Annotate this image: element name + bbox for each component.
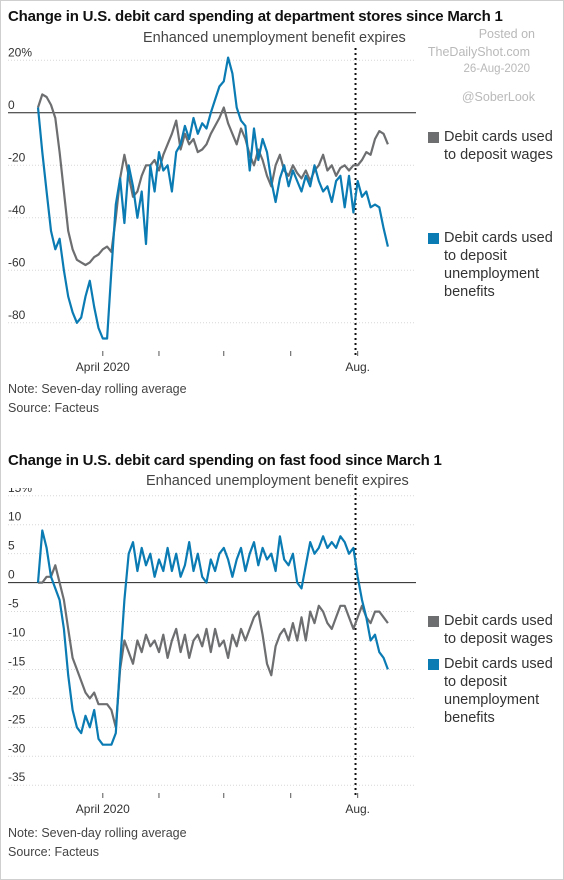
y-tick-label: -25 [8,712,26,726]
legend-label-wages: Debit cards used to deposit wages [444,129,553,163]
y-tick-label: -80 [8,308,26,322]
legend-swatch-unemployment [428,233,439,244]
y-tick-label: 0 [8,568,15,582]
y-tick-label: -10 [8,626,26,640]
legend-label-unemployment: Debit cards used to deposit unemployment… [444,656,553,726]
chart-plot: 20% 0 -20 -40 -60 -80 April 2020 Aug. [8,48,416,374]
y-tick-label: 10 [8,510,22,524]
y-tick-label: 5 [8,539,15,553]
chart-note: Note: Seven-day rolling average [8,382,187,396]
legend-swatch-wages [428,132,439,143]
panel-department-stores: Change in U.S. debit card spending at de… [0,8,564,428]
watermark-date: 26-Aug-2020 [463,63,531,75]
y-tick-label: 0 [8,98,15,112]
chart-plot: 15% 10 5 0 -5 -10 -15 -20 -25 -30 -35 April 2020 Aug… [8,488,416,816]
x-tick-label: April 2020 [76,802,130,816]
y-tick-label: -35 [8,770,26,784]
y-tick-label: -5 [8,597,19,611]
panel-fast-food: Change in U.S. debit card spending on fa… [0,452,564,872]
chart-source: Source: Facteus [8,401,100,415]
y-tick-label: 20% [8,48,32,59]
y-tick-label: -20 [8,150,26,164]
y-tick-label: -60 [8,255,26,269]
x-tick-label: Aug. [345,360,370,374]
chart-title: Change in U.S. debit card spending on fa… [8,452,442,469]
y-tick-label: -30 [8,741,26,755]
watermark-handle: @SoberLook [461,90,535,104]
chart-source: Source: Facteus [8,845,100,859]
legend-label-wages: Debit cards used to deposit wages [444,613,553,647]
watermark-posted-on: Posted on [478,27,535,41]
y-tick-label: -20 [8,683,26,697]
x-tick-label: Aug. [345,802,370,816]
series-unemployment-line [36,56,389,340]
legend-swatch-unemployment [428,659,439,670]
chart-annotation: Enhanced unemployment benefit expires [143,30,406,46]
series-wages-line [36,93,389,267]
y-tick-label: 15% [8,488,32,495]
series-wages-line [38,564,389,729]
chart-note: Note: Seven-day rolling average [8,826,187,840]
x-tick-label: April 2020 [76,360,130,374]
series-unemployment-line [36,529,389,746]
y-tick-label: -40 [8,203,26,217]
chart-annotation: Enhanced unemployment benefit expires [146,473,409,489]
chart-title: Change in U.S. debit card spending at de… [8,8,503,25]
legend-label-unemployment: Debit cards used to deposit unemployment… [444,230,553,300]
y-tick-label: -15 [8,654,26,668]
legend-swatch-wages [428,616,439,627]
watermark-site: TheDailyShot.com [427,45,530,59]
